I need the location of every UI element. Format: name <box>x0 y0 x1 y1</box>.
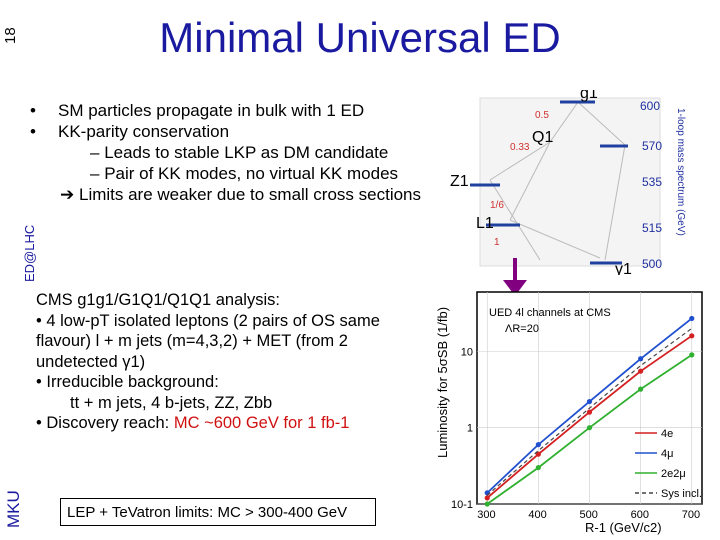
bullet-item: • SM particles propagate in bulk with 1 E… <box>30 101 365 120</box>
x-tick-label: 500 <box>580 509 598 521</box>
reach-value: MC ~600 GeV for 1 fb-1 <box>173 414 350 432</box>
implies-arrow-icon: ➔ <box>60 185 75 204</box>
x-axis-label: R-1 (GeV/c2) <box>585 520 662 535</box>
bullet-text: KK-parity conservation <box>58 122 230 141</box>
analysis-item: • Irreducible background: <box>36 373 219 391</box>
series-2e2μ <box>484 352 695 507</box>
y-tick-label: 1 <box>467 423 473 435</box>
y-tick-label: 10 <box>461 346 473 358</box>
analysis-item-detail: tt + m jets, 4 b-jets, ZZ, Zbb <box>70 393 273 412</box>
reach-prefix: • Discovery reach: <box>36 414 174 432</box>
limits-line: ➔ Limits are weaker due to small cross s… <box>30 184 435 205</box>
author-label: MKU <box>4 490 23 528</box>
analysis-item: • 4 low-pT isolated leptons (2 pairs of … <box>36 311 380 371</box>
mass-515: 515 <box>642 221 662 235</box>
data-point <box>638 356 644 362</box>
data-point <box>586 409 593 415</box>
legend-label: Sys incl. <box>661 488 702 500</box>
label-q1: Q1 <box>532 129 553 146</box>
data-point <box>586 398 593 405</box>
series-Sys incl. <box>486 327 693 496</box>
branching-1: 0.33 <box>510 142 530 153</box>
analysis-heading: CMS g1g1/G1Q1/Q1Q1 analysis: <box>36 291 280 309</box>
x-tick-label: 300 <box>477 509 495 521</box>
bullet-text: SM particles propagate in bulk with 1 ED <box>58 101 365 120</box>
label-gamma1: γ1 <box>615 261 632 275</box>
mass-600: 600 <box>640 99 660 113</box>
sub-bullet-text: Pair of KK modes, no virtual KK modes <box>104 164 399 183</box>
mass-500: 500 <box>642 257 662 271</box>
sub-bullet-item: – Pair of KK modes, no virtual KK modes <box>90 164 399 183</box>
spectrum-background <box>479 97 661 267</box>
mass-535: 535 <box>642 175 662 189</box>
branching-0: 0.5 <box>535 110 549 121</box>
legend-label: 2e2μ <box>661 468 686 480</box>
page-title: Minimal Universal ED <box>159 14 561 61</box>
label-g1: g1 <box>580 90 598 102</box>
data-point <box>535 464 541 471</box>
label-z1: Z1 <box>450 173 469 190</box>
bullet-list: • SM particles propagate in bulk with 1 E… <box>30 100 435 205</box>
data-point <box>689 315 695 322</box>
y-tick-label: 10-1 <box>451 499 473 511</box>
chart-subtitle: ΛR=20 <box>505 323 539 335</box>
sub-bullet-text: Leads to stable LKP as DM candidate <box>104 143 389 162</box>
data-point <box>638 386 644 392</box>
chart-title: UED 4l channels at CMS <box>489 307 611 319</box>
series-line <box>486 327 693 496</box>
analysis-item: • Discovery reach: MC ~600 GeV for 1 fb-… <box>36 413 421 434</box>
x-tick-label: 700 <box>682 509 700 521</box>
y-axis-label: Luminosity for 5σSB (1/fb) <box>435 307 450 458</box>
data-point <box>638 368 644 374</box>
mass-spectrum-diagram: g1 Q1 Z1 L1 γ1 600 570 535 515 500 0.5 0… <box>450 90 686 275</box>
data-point <box>689 333 695 339</box>
luminosity-chart: 300 400 500 600 700 10-1 1 10 UED 4l channels … <box>435 291 703 535</box>
data-point <box>484 501 490 507</box>
bullet-item: • KK-parity conservation <box>30 122 230 141</box>
data-point <box>535 442 541 448</box>
data-point <box>689 352 695 358</box>
sub-bullet-item: – Leads to stable LKP as DM candidate <box>90 143 389 162</box>
series-4e <box>484 333 695 501</box>
down-arrow-icon <box>503 258 527 296</box>
label-l1: L1 <box>476 215 494 232</box>
x-tick-label: 400 <box>528 509 546 521</box>
data-point <box>535 451 541 457</box>
series-4μ <box>484 315 695 496</box>
side-label: ED@LHC <box>22 224 37 282</box>
mass-level-bars <box>470 100 628 265</box>
spectrum-axis-label: 1-loop mass spectrum (GeV) <box>675 108 686 236</box>
legend-label: 4e <box>661 428 673 440</box>
legend-label: 4μ <box>661 448 673 460</box>
decay-lines <box>489 101 626 261</box>
slide-number: 18 <box>2 27 19 44</box>
data-point <box>586 425 593 431</box>
x-tick-label: 600 <box>631 509 649 521</box>
analysis-block: CMS g1g1/G1Q1/Q1Q1 analysis: • 4 low-pT … <box>36 290 421 434</box>
mass-570: 570 <box>642 139 662 153</box>
limits-note: Limits are weaker due to small cross sec… <box>78 185 422 204</box>
branching-2: 1/6 <box>490 200 504 211</box>
branching-3: 1 <box>494 237 500 248</box>
data-point <box>484 495 490 501</box>
limits-box: LEP + TeVatron limits: MC > 300-400 GeV <box>60 498 376 526</box>
